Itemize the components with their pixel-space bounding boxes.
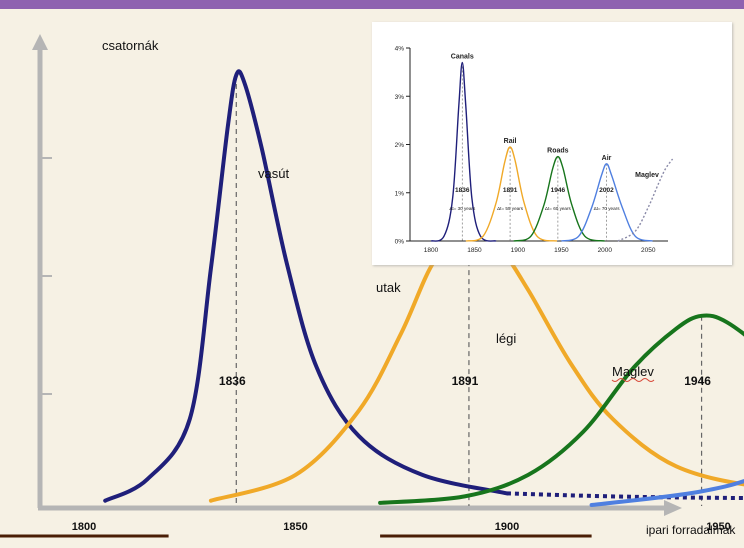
inset-panel	[372, 22, 732, 265]
inset-y-tick-label: 4%	[395, 46, 405, 53]
x-tick-label: 1850	[283, 521, 307, 533]
spellcheck-underline	[611, 378, 655, 382]
inset-series-label-maglev: Maglev	[635, 172, 659, 179]
inset-x-tick-label: 1800	[424, 247, 439, 254]
series-label-utak: utak	[376, 280, 401, 295]
series-labels: csatornák vasút utak légi Maglev	[102, 38, 654, 382]
inset-x-tick-label: 2050	[641, 247, 656, 254]
inset-series-line-air	[561, 163, 653, 242]
series-line-legi	[589, 479, 744, 507]
series-line-csatornak	[103, 69, 509, 503]
series-curves	[103, 69, 744, 507]
inset-series-line-rail	[465, 146, 558, 242]
inset-series-label-rail: Rail	[504, 138, 517, 145]
series-label-maglev: Maglev	[612, 364, 654, 379]
inset-labels: Canals 1836 Δt= 30 years Rail 1891 Δt= 55 yea…	[449, 53, 659, 211]
x-tick-label: 1800	[72, 521, 96, 533]
inset-x-tick-label: 1950	[554, 247, 569, 254]
peak-year-csatornak: 1836	[219, 374, 246, 388]
inset-series-label-air: Air	[602, 155, 612, 162]
inset-series-line-roads	[513, 155, 605, 242]
inset-peak-year-rail: 1891	[503, 187, 518, 194]
x-tick-label: 1900	[495, 521, 519, 533]
x-axis-arrow	[664, 500, 682, 516]
inset-peak-year-canals: 1836	[455, 187, 470, 194]
inset-duration-note-air: Δt= 70 years	[594, 206, 621, 211]
inset-series-label-roads: Roads	[547, 148, 569, 155]
inset-peak-year-roads: 1946	[551, 187, 566, 194]
series-label-vasut: vasút	[258, 166, 289, 181]
inset-chart: 0% 1% 2% 3% 4% 1800 1850 1900 1950 2000 2050 Canal…	[372, 22, 732, 265]
inset-y-tick-label: 3%	[395, 94, 405, 101]
title-bar-strip	[0, 0, 744, 9]
y-axis-arrow	[32, 34, 48, 50]
inset-y-tick-label: 2%	[395, 142, 405, 149]
inset-y-tick-label: 1%	[395, 190, 405, 197]
inset-peak-lines	[461, 62, 607, 241]
inset-duration-note-roads: Δt= 60 years	[545, 206, 572, 211]
x-axis-label: ipari forradalmak	[646, 523, 736, 537]
inset-peak-year-air: 2002	[599, 187, 614, 194]
inset-axes: 0% 1% 2% 3% 4% 1800 1850 1900 1950 2000 2050	[395, 46, 668, 254]
inset-duration-note-canals: Δt= 30 years	[449, 206, 476, 211]
peak-year-utak: 1946	[684, 374, 711, 388]
inset-x-tick-label: 2000	[598, 247, 613, 254]
inset-duration-note-rail: Δt= 55 years	[497, 206, 524, 211]
inset-series-curves	[430, 61, 674, 242]
inset-series-label-canals: Canals	[451, 53, 474, 60]
series-line-utak	[378, 313, 744, 505]
inset-series-line-canals	[430, 61, 497, 242]
peak-year-labels: 1836189119462002	[219, 374, 711, 388]
inset-x-tick-label: 1850	[467, 247, 482, 254]
series-label-csatornak: csatornák	[102, 38, 159, 53]
peak-year-vasut: 1891	[452, 374, 479, 388]
main-axes	[32, 34, 682, 516]
inset-x-tick-label: 1900	[511, 247, 526, 254]
peak-year-lines	[235, 75, 703, 506]
x-tick-label: 1950	[706, 521, 730, 533]
inset-y-tick-label: 0%	[395, 239, 405, 246]
series-label-legi: légi	[496, 331, 516, 346]
inset-series-line-maglev	[617, 158, 674, 242]
series-dashed-csatornak	[506, 491, 744, 501]
